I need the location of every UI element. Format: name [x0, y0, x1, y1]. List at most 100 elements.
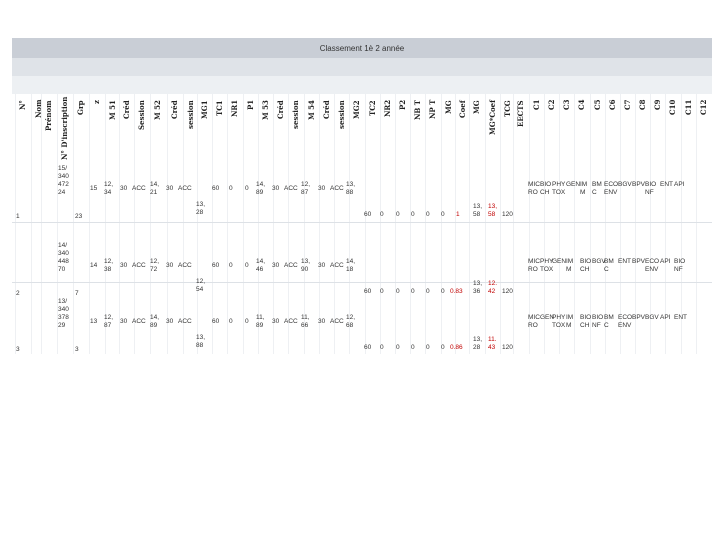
column-divider [410, 94, 411, 354]
cell-cred2: 30 [166, 262, 173, 270]
header-inscription: N° D'inscription [60, 96, 69, 160]
cell-module: API [660, 258, 670, 266]
cell-line: ACC [284, 318, 298, 325]
cell-npt: 0 [426, 211, 430, 219]
cell-no: 2 [16, 290, 20, 298]
cell-line: 60 [364, 288, 372, 295]
cell-nr2: 0 [380, 344, 384, 352]
cell-line: 38 [104, 266, 112, 273]
cell-line: PHY [540, 258, 554, 265]
column-divider [319, 94, 320, 354]
cell-line: 0 [396, 288, 400, 295]
cell-line: 60 [364, 211, 372, 218]
cell-line: 30 [318, 262, 326, 269]
cell-nr2: 0 [380, 211, 384, 219]
cell-line: 0 [245, 185, 249, 192]
cell-line: BPV [632, 258, 646, 265]
cell-line: IM [566, 314, 574, 321]
header-nr1: NR1 [230, 100, 239, 118]
cell-line: 13, [473, 336, 483, 343]
cell-module: ENT [660, 181, 673, 189]
cell-line: 30 [120, 185, 128, 192]
cell-cred2: 30 [166, 318, 173, 326]
cell-module: BIO CH [540, 181, 551, 197]
header-c10: C10 [668, 100, 677, 116]
column-divider [485, 94, 486, 354]
cell-p1: 0 [245, 185, 249, 193]
cell-module: GEN [552, 258, 566, 266]
cell-session1: ACC [132, 262, 146, 270]
cell-line: ACC [284, 262, 298, 269]
cell-module: BPV [632, 314, 645, 322]
cell-session4: ACC [330, 185, 344, 193]
cell-line: TOX [552, 189, 566, 196]
cell-line: 13 [90, 318, 98, 325]
cell-mg: 0 [441, 344, 445, 352]
column-divider [349, 94, 350, 354]
cell-module: API [660, 314, 670, 322]
cell-line: 30 [120, 318, 128, 325]
cell-line: ACC [330, 185, 344, 192]
cell-line: 60 [212, 262, 220, 269]
cell-tc2: 60 [364, 211, 371, 219]
cell-mg: 0 [441, 288, 445, 296]
cell-line: 13, [473, 280, 483, 287]
cell-line: MIC [528, 181, 540, 188]
cell-mg: 0 [441, 211, 445, 219]
cell-tc2: 60 [364, 344, 371, 352]
cell-inscription: 15/340 472 24 [58, 165, 69, 197]
cell-line: BGV [592, 258, 606, 265]
cell-module: IM M [566, 314, 573, 330]
cell-cred2: 30 [166, 185, 173, 193]
header-ects: EECTS [516, 100, 525, 127]
cell-module: ENT [618, 258, 631, 266]
cell-m53: 11, 89 [256, 314, 265, 330]
column-divider [150, 94, 151, 354]
cell-line: ACC [132, 262, 146, 269]
cell-line: ENV [618, 322, 632, 329]
header-session3: session [291, 100, 300, 129]
cell-line: 12, [196, 278, 206, 285]
cell-line: 378 [58, 314, 69, 321]
cell-coef: 1 [456, 211, 460, 219]
cell-line: 15 [90, 185, 98, 192]
cell-line: 11, [301, 314, 310, 321]
cell-line: C [604, 322, 609, 329]
header-tcg: TCG [503, 100, 512, 117]
cell-session3: ACC [284, 262, 298, 270]
cell-line: 0 [441, 288, 445, 295]
cell-line: 30 [318, 318, 326, 325]
cell-module: BIO NF [645, 181, 656, 197]
cell-line: 13, [196, 334, 206, 341]
header-tc2: TC2 [368, 100, 377, 116]
cell-line: 14, [150, 181, 160, 188]
cell-module: ECO ENV [604, 181, 618, 197]
cell-line: 54 [196, 286, 204, 293]
cell-line: RO [528, 322, 538, 329]
cell-cred4: 30 [318, 185, 325, 193]
cell-module: BGV [645, 314, 659, 322]
cell-module: BM C [604, 258, 614, 274]
column-divider [529, 94, 530, 354]
cell-line: 1 [16, 213, 20, 220]
cell-nr1: 0 [229, 318, 233, 326]
cell-line: GEN [552, 258, 567, 265]
cell-m53: 14, 46 [256, 258, 265, 274]
cell-line: 58 [488, 211, 496, 218]
cell-line: 89 [150, 322, 158, 329]
header-mg1: MG1 [200, 100, 209, 119]
cell-line: TOX [552, 322, 566, 329]
cell-line: BIO [540, 181, 552, 188]
cell-line: 30 [166, 262, 174, 269]
cell-line: PHY [552, 314, 566, 321]
header-c4: C4 [577, 100, 586, 111]
cell-module: BM C [604, 314, 614, 330]
cell-z: 15 [90, 185, 97, 193]
cell-line: IM [566, 258, 574, 265]
cell-tcg: 120 [502, 344, 513, 352]
cell-line: 30 [120, 262, 128, 269]
cell-line: MIC [528, 258, 540, 265]
header-cred4: Créd [322, 100, 331, 119]
header-band-2 [12, 76, 712, 94]
cell-mg_b: 13, 36 [473, 280, 482, 296]
